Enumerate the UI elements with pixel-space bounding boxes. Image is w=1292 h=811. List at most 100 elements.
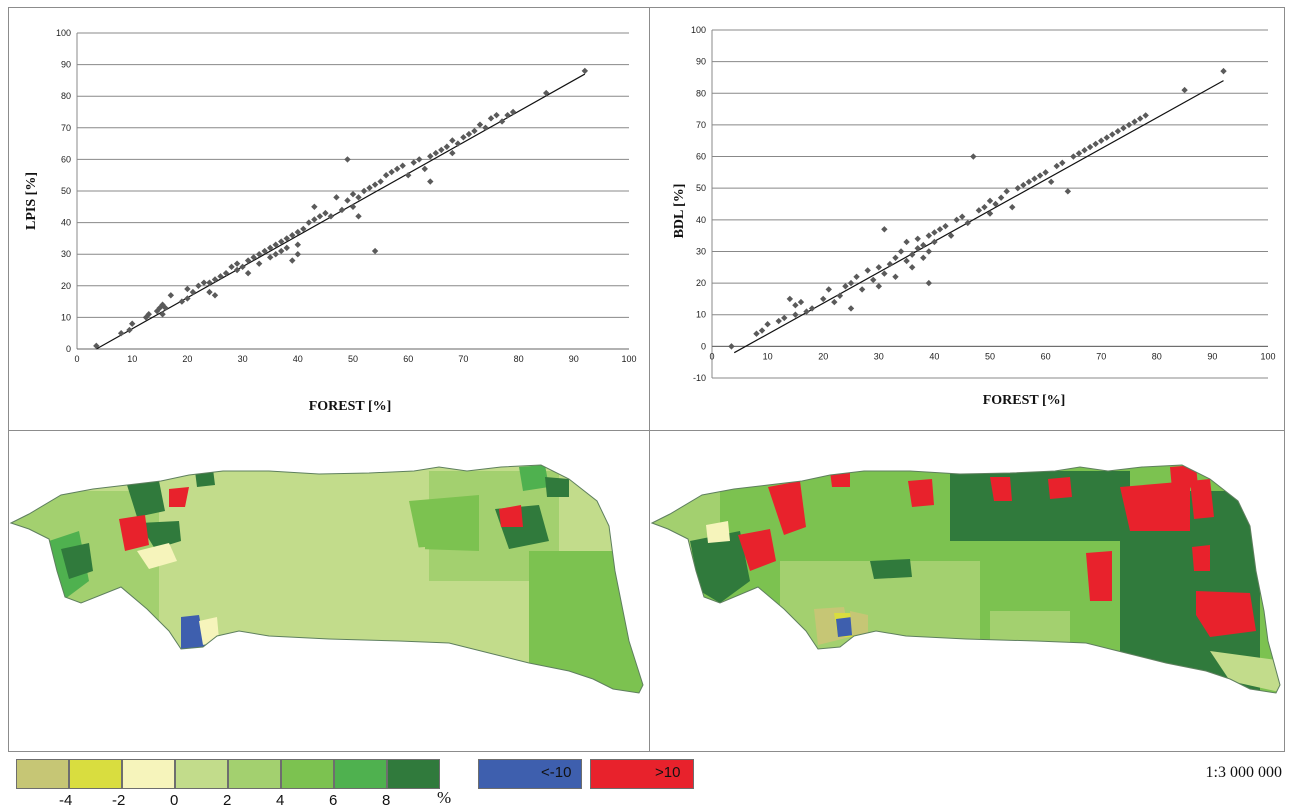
y-tick-label: 60 bbox=[696, 152, 706, 162]
y-tick-label: 0 bbox=[66, 344, 71, 354]
data-point bbox=[482, 124, 489, 131]
data-point bbox=[117, 330, 125, 337]
y-tick-label: 50 bbox=[696, 183, 706, 193]
x-tick-label: 0 bbox=[709, 351, 714, 361]
data-point bbox=[222, 269, 230, 277]
data-point bbox=[953, 216, 960, 224]
data-point bbox=[294, 251, 301, 258]
data-point bbox=[371, 247, 379, 255]
data-point bbox=[981, 203, 988, 211]
data-point bbox=[427, 178, 434, 185]
data-point bbox=[449, 149, 456, 157]
data-point bbox=[300, 225, 307, 233]
data-point bbox=[184, 285, 191, 293]
x-tick-label: 100 bbox=[1260, 351, 1275, 361]
data-point bbox=[427, 153, 434, 160]
data-point bbox=[211, 292, 219, 299]
trendline bbox=[733, 80, 1224, 354]
data-point bbox=[931, 229, 938, 236]
data-point bbox=[162, 304, 169, 312]
data-point bbox=[914, 235, 921, 242]
data-point bbox=[1075, 150, 1083, 157]
choropleth-map-lpis bbox=[9, 464, 644, 694]
data-point bbox=[344, 197, 351, 204]
data-point bbox=[471, 127, 478, 135]
data-point bbox=[355, 213, 362, 220]
data-point bbox=[178, 298, 186, 305]
data-point bbox=[416, 156, 423, 163]
data-point bbox=[931, 238, 938, 246]
data-point bbox=[399, 162, 406, 169]
data-point bbox=[970, 153, 977, 160]
data-point bbox=[959, 213, 966, 220]
data-point bbox=[1114, 128, 1122, 135]
data-point bbox=[211, 276, 219, 283]
data-point bbox=[272, 251, 279, 258]
y-tick-label: 80 bbox=[696, 88, 706, 98]
data-point bbox=[825, 286, 832, 293]
data-point bbox=[405, 172, 412, 179]
y-tick-label: 30 bbox=[61, 249, 71, 259]
data-point bbox=[126, 326, 133, 334]
data-point bbox=[920, 241, 927, 249]
data-point bbox=[311, 203, 318, 210]
plot-area: 0 10 20 30 40 50 60 70 80 90 100 0 10 20 30 40 50 60 70 80 9… bbox=[56, 28, 637, 364]
data-point bbox=[465, 130, 473, 138]
x-tick-label: 100 bbox=[621, 354, 636, 364]
x-tick-label: 90 bbox=[569, 354, 579, 364]
data-point bbox=[886, 260, 894, 268]
choropleth-map-bdl bbox=[650, 464, 1281, 694]
x-tick-label: 40 bbox=[929, 351, 939, 361]
data-point bbox=[449, 137, 456, 144]
data-point bbox=[842, 283, 849, 290]
data-point bbox=[1031, 175, 1038, 182]
data-point bbox=[233, 260, 241, 267]
data-point bbox=[159, 311, 166, 318]
x-tick-label: 40 bbox=[293, 354, 303, 364]
data-point bbox=[781, 314, 788, 322]
data-point bbox=[255, 251, 263, 258]
color-scale-swatch bbox=[16, 759, 69, 789]
data-point bbox=[1003, 188, 1010, 195]
data-point bbox=[1025, 178, 1033, 186]
data-point bbox=[1131, 118, 1138, 125]
data-point bbox=[184, 295, 191, 302]
data-point bbox=[753, 330, 760, 337]
data-point bbox=[892, 254, 899, 261]
scatter-chart-bdl: FOREST [%] BDL [%] -10 0 10 20 30 40 50 60 70 80 9… bbox=[672, 25, 1276, 408]
y-tick-label: 50 bbox=[61, 186, 71, 196]
x-tick-label: 50 bbox=[985, 351, 995, 361]
data-point bbox=[355, 194, 362, 201]
legend-label-below-minus-10: <-10 bbox=[541, 764, 572, 781]
data-point bbox=[1014, 184, 1021, 192]
map-regions bbox=[11, 465, 643, 693]
data-point bbox=[992, 200, 999, 208]
legend-unit: % bbox=[437, 788, 452, 807]
data-point bbox=[289, 257, 296, 264]
data-point bbox=[1042, 169, 1049, 176]
y-tick-label: 100 bbox=[691, 25, 706, 35]
y-tick-label: 100 bbox=[56, 28, 71, 38]
data-point bbox=[250, 254, 257, 261]
data-point bbox=[858, 286, 866, 293]
data-point bbox=[920, 254, 927, 261]
data-point bbox=[847, 305, 855, 312]
data-point bbox=[167, 292, 175, 299]
x-tick-label: 20 bbox=[818, 351, 828, 361]
y-tick-label: 90 bbox=[61, 60, 71, 70]
data-point bbox=[344, 156, 351, 163]
y-tick-label: 40 bbox=[696, 215, 706, 225]
data-point bbox=[875, 264, 882, 271]
data-point bbox=[393, 165, 401, 173]
data-point bbox=[278, 238, 285, 245]
data-point bbox=[831, 298, 838, 306]
x-tick-label: 0 bbox=[74, 354, 79, 364]
data-point bbox=[870, 276, 877, 284]
data-point bbox=[797, 298, 805, 306]
data-point bbox=[1086, 143, 1094, 151]
data-point bbox=[786, 295, 794, 303]
x-axis-title: FOREST [%] bbox=[309, 399, 392, 414]
color-scale-swatch bbox=[387, 759, 440, 789]
data-point bbox=[1092, 140, 1099, 148]
x-tick-label: 60 bbox=[403, 354, 413, 364]
